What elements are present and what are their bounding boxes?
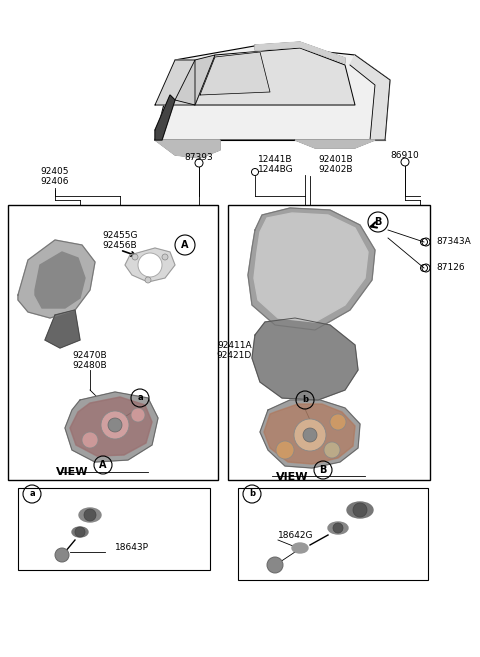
Polygon shape xyxy=(65,392,158,462)
Circle shape xyxy=(131,408,145,422)
Circle shape xyxy=(162,254,168,260)
Polygon shape xyxy=(252,318,358,400)
Polygon shape xyxy=(35,252,85,308)
Text: A: A xyxy=(99,460,107,470)
Text: 92401B: 92401B xyxy=(318,156,353,164)
Text: a: a xyxy=(29,489,35,499)
Circle shape xyxy=(145,277,151,283)
Circle shape xyxy=(303,428,317,442)
Circle shape xyxy=(108,418,122,432)
Text: B: B xyxy=(374,217,382,227)
Text: VIEW: VIEW xyxy=(276,472,308,482)
Polygon shape xyxy=(125,248,175,282)
Circle shape xyxy=(294,419,326,451)
Circle shape xyxy=(324,442,340,458)
Text: 87126: 87126 xyxy=(436,263,465,273)
Text: 92456B: 92456B xyxy=(103,242,137,250)
Polygon shape xyxy=(200,52,270,95)
Polygon shape xyxy=(264,404,355,464)
Text: 87343A: 87343A xyxy=(436,237,471,246)
Polygon shape xyxy=(155,95,175,140)
Circle shape xyxy=(333,523,343,533)
Polygon shape xyxy=(155,60,195,105)
Ellipse shape xyxy=(328,522,348,534)
Text: b: b xyxy=(249,489,255,499)
Polygon shape xyxy=(70,397,152,456)
Circle shape xyxy=(276,441,294,459)
Text: 92402B: 92402B xyxy=(318,166,352,175)
Ellipse shape xyxy=(79,508,101,522)
Text: 92470B: 92470B xyxy=(72,350,108,359)
Circle shape xyxy=(82,432,98,448)
Text: B: B xyxy=(319,465,327,475)
Circle shape xyxy=(55,548,69,562)
Polygon shape xyxy=(155,45,390,140)
Circle shape xyxy=(132,254,138,260)
Polygon shape xyxy=(264,404,355,464)
Text: 92455G: 92455G xyxy=(102,231,138,240)
Polygon shape xyxy=(260,400,360,468)
Text: 86910: 86910 xyxy=(391,150,420,160)
Circle shape xyxy=(267,557,283,573)
Text: 18643P: 18643P xyxy=(115,543,149,551)
Polygon shape xyxy=(18,240,95,318)
Text: 92480B: 92480B xyxy=(72,361,108,369)
Bar xyxy=(238,488,428,580)
Circle shape xyxy=(330,414,346,430)
Circle shape xyxy=(101,411,129,439)
Text: 92421D: 92421D xyxy=(217,350,252,359)
Polygon shape xyxy=(255,42,345,63)
Circle shape xyxy=(75,527,85,537)
Polygon shape xyxy=(70,397,152,456)
Text: 92411A: 92411A xyxy=(217,340,252,350)
Text: b: b xyxy=(302,396,308,405)
Text: 12441B: 12441B xyxy=(258,156,292,164)
Polygon shape xyxy=(45,310,80,348)
Text: a: a xyxy=(137,394,143,403)
Polygon shape xyxy=(175,55,215,105)
Text: 1244BG: 1244BG xyxy=(258,166,294,175)
Text: 18642G: 18642G xyxy=(278,530,313,539)
Bar xyxy=(8,205,218,480)
Polygon shape xyxy=(254,213,368,322)
Ellipse shape xyxy=(292,543,308,553)
Circle shape xyxy=(138,253,162,277)
Polygon shape xyxy=(248,208,375,330)
Text: 92406: 92406 xyxy=(41,177,69,187)
Bar xyxy=(228,205,430,480)
Text: VIEW: VIEW xyxy=(56,467,88,477)
Circle shape xyxy=(353,503,367,517)
Ellipse shape xyxy=(347,502,373,518)
Polygon shape xyxy=(295,140,375,148)
Polygon shape xyxy=(350,55,390,140)
Polygon shape xyxy=(155,140,220,158)
Polygon shape xyxy=(195,48,355,105)
Text: 92405: 92405 xyxy=(41,168,69,177)
Bar xyxy=(18,488,210,570)
Text: 87393: 87393 xyxy=(185,152,214,162)
Text: A: A xyxy=(181,240,189,250)
Ellipse shape xyxy=(72,527,88,537)
Circle shape xyxy=(84,509,96,521)
